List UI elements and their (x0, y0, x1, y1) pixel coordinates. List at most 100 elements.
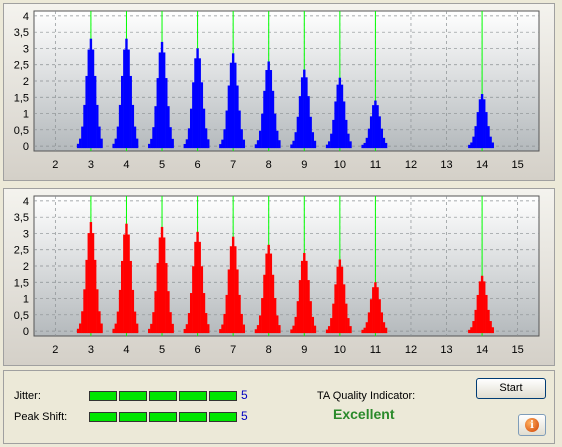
histogram-bar (269, 70, 273, 149)
histogram-bar (367, 312, 371, 334)
meter-segment (209, 391, 237, 401)
histogram-bar (196, 48, 199, 149)
histogram-bar (340, 266, 344, 334)
histogram-bar (202, 293, 206, 334)
histogram-bar (378, 299, 381, 334)
histogram-bar (89, 222, 93, 334)
meter-segment (119, 391, 147, 401)
y-tick-label: 3 (23, 228, 29, 240)
histogram-bar (327, 141, 331, 149)
y-tick-label: 0,5 (14, 125, 29, 137)
histogram-bar (112, 328, 115, 334)
peak-shift-meter (89, 412, 237, 422)
histogram-bar (345, 303, 348, 334)
histogram-bar (256, 325, 260, 334)
histogram-bar (263, 90, 266, 149)
histogram-bar (491, 327, 494, 334)
histogram-bar (363, 142, 366, 149)
histogram-bar (154, 291, 157, 334)
histogram-bar (171, 323, 174, 334)
meter-segment (119, 412, 147, 422)
histogram-bar (162, 52, 166, 149)
histogram-bar (207, 139, 210, 149)
histogram-bar (372, 105, 375, 149)
histogram-bar (345, 119, 348, 149)
histogram-bar (367, 128, 371, 149)
histogram-bar (219, 144, 222, 149)
histogram-bar (204, 313, 208, 334)
histogram-bar (298, 96, 302, 149)
histogram-bar (380, 312, 384, 334)
histogram-bar (278, 140, 281, 149)
histogram-bar (150, 138, 153, 149)
x-tick-label: 12 (405, 159, 417, 171)
histogram-bar (223, 129, 226, 149)
histogram-bar (334, 101, 337, 149)
y-tick-label: 1 (23, 109, 29, 121)
histogram-bar (225, 110, 228, 149)
histogram-bar (290, 329, 293, 334)
histogram-bar (365, 322, 369, 334)
x-tick-label: 7 (230, 159, 236, 171)
histogram-bar (313, 325, 317, 334)
histogram-bar (185, 324, 189, 334)
histogram-bar (85, 75, 88, 149)
histogram-bar (135, 138, 139, 149)
meter-segment (149, 391, 177, 401)
ta-quality-label: TA Quality Indicator: (317, 390, 416, 402)
histogram-bar (487, 126, 490, 149)
histogram-bar (336, 84, 339, 149)
histogram-bar (100, 323, 103, 334)
histogram-bar (332, 119, 335, 149)
histogram-bar (309, 301, 312, 334)
histogram-bar (81, 311, 84, 334)
histogram-bar (196, 231, 199, 334)
histogram-bar (223, 313, 226, 334)
info-button[interactable]: i (518, 414, 546, 436)
y-tick-label: 0 (23, 141, 29, 153)
histogram-bar (485, 294, 488, 334)
histogram-bar (198, 58, 201, 149)
x-tick-label: 13 (440, 159, 452, 171)
start-button[interactable]: Start (476, 378, 546, 399)
histogram-bar (472, 136, 475, 149)
histogram-bar (276, 130, 279, 149)
histogram-bar (133, 126, 137, 149)
histogram-bar (98, 311, 101, 334)
y-tick-label: 0,5 (14, 310, 29, 322)
histogram-bar (207, 324, 210, 334)
histogram-bar (296, 116, 300, 149)
x-tick-label: 4 (123, 159, 129, 171)
histogram-bar (269, 253, 273, 334)
histogram-bar (219, 329, 222, 334)
peak-shift-label: Peak Shift: (14, 411, 68, 423)
histogram-bar (194, 58, 197, 149)
histogram-bar (254, 329, 258, 334)
histogram-bar (374, 100, 377, 149)
histogram-bar (261, 298, 264, 334)
histogram-bar (227, 85, 231, 149)
histogram-bar (273, 113, 277, 149)
histogram-bar (309, 116, 312, 149)
y-tick-label: 3,5 (14, 212, 29, 224)
y-tick-label: 2 (23, 261, 29, 273)
histogram-bar (489, 321, 492, 334)
y-tick-label: 2 (23, 76, 29, 88)
x-tick-label: 14 (476, 159, 488, 171)
histogram-bar (189, 108, 193, 149)
x-tick-label: 8 (266, 159, 272, 171)
histogram-bar (330, 318, 333, 334)
meter-segment (149, 412, 177, 422)
x-tick-label: 3 (88, 159, 94, 171)
histogram-bar (169, 127, 172, 149)
histogram-bar (361, 329, 364, 334)
histogram-bar (347, 318, 350, 334)
histogram-bar (369, 116, 373, 149)
histogram-bar (79, 323, 82, 334)
histogram-bar (169, 312, 172, 334)
histogram-bar (127, 234, 130, 334)
histogram-bar (240, 129, 243, 149)
x-tick-label: 15 (512, 159, 524, 171)
x-tick-label: 2 (52, 344, 58, 356)
